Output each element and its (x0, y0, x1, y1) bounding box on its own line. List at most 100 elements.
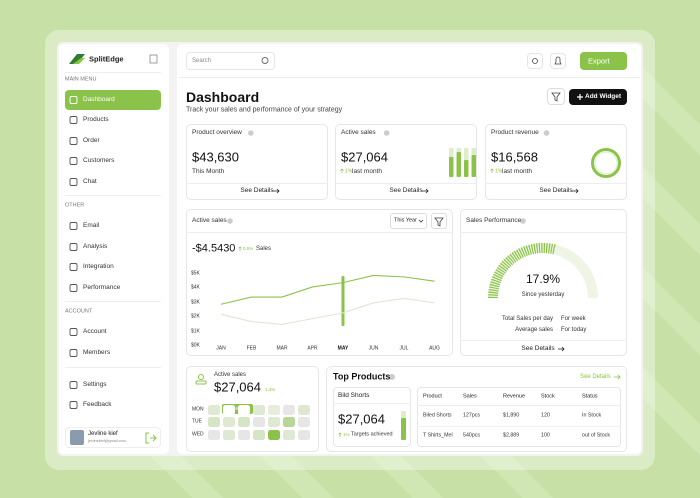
filter-button[interactable] (547, 88, 565, 105)
heatmap-cell (283, 405, 295, 415)
menu-item[interactable]: Integration (83, 262, 114, 270)
y-tick-label: $4K (191, 284, 200, 291)
theme-button[interactable] (527, 53, 543, 69)
avatar (70, 430, 84, 445)
user-card (65, 427, 161, 448)
section-title: OTHER (65, 202, 85, 209)
tooltip-label: Likelihood (227, 405, 248, 411)
day-label: WED (192, 431, 204, 438)
sun-icon (532, 58, 538, 64)
icon (69, 116, 78, 124)
menu-item[interactable]: Email (83, 221, 100, 229)
menu-item[interactable]: Dashboard (83, 95, 115, 103)
see-details-link[interactable]: See Details (240, 186, 274, 194)
series-line (220, 297, 435, 325)
chart-filter-button[interactable] (431, 213, 447, 229)
period-label[interactable]: This Year (394, 217, 417, 224)
see-details-link[interactable]: See Details (389, 186, 423, 194)
menu-item[interactable]: Order (83, 136, 100, 144)
search-box[interactable] (186, 52, 275, 70)
card-change: 1.4% (265, 386, 276, 392)
menu-item[interactable]: Customers (83, 156, 115, 164)
top-products-card (326, 366, 627, 452)
metric-label: Total Sales per day (501, 316, 553, 322)
see-details-link[interactable]: See Details (580, 374, 611, 380)
up-arrow (338, 432, 342, 437)
add-widget-button[interactable] (569, 89, 627, 105)
x-tick-label: AUG (429, 345, 440, 351)
icon (69, 178, 78, 186)
divider (65, 72, 161, 73)
table-cell: 127pcs (463, 412, 481, 419)
menu-item[interactable]: Products (83, 115, 109, 123)
menu-item[interactable]: Account (83, 327, 107, 335)
metric-period: For week (561, 316, 586, 322)
menu-item[interactable]: Settings (83, 380, 107, 388)
heatmap-cell (268, 417, 280, 427)
product-value: $27,064 (338, 411, 385, 427)
menu-item[interactable]: Feedback (83, 400, 112, 408)
card-title: Product revenue (491, 128, 539, 136)
see-details-link[interactable]: See Details (521, 344, 555, 352)
table-cell: Biled Shorts (423, 412, 452, 419)
card-note: last month (502, 167, 532, 175)
target-bar (401, 418, 406, 440)
chart-total-label: Sales (256, 246, 272, 252)
table-cell: In Stock (582, 412, 602, 419)
metric-period: For today (561, 327, 587, 333)
export-label[interactable]: Export (588, 56, 610, 66)
heatmap-cell (283, 417, 295, 427)
heatmap-cell (268, 430, 280, 440)
table-cell: 100 (541, 432, 550, 439)
period-dropdown[interactable] (390, 213, 427, 229)
heatmap-cell (298, 405, 310, 415)
filter-icon (551, 92, 561, 102)
menu-item[interactable]: Performance (83, 283, 121, 291)
search-icon (261, 57, 269, 64)
table-cell: out of Stock (582, 432, 610, 439)
menu-item[interactable]: Chat (83, 177, 97, 185)
y-tick-label: $0K (191, 342, 200, 349)
gauge-value: 17.9% (525, 272, 561, 286)
notification-button[interactable] (550, 53, 566, 69)
export-button[interactable] (580, 52, 627, 70)
divider (417, 405, 621, 406)
icon (69, 157, 78, 165)
user-email: jevlinekief@gmail.com (88, 439, 126, 444)
table-cell: $1,890 (503, 412, 520, 419)
heatmap-cell (298, 430, 310, 440)
heatmap-icon (195, 380, 207, 385)
info-icon (389, 374, 395, 380)
heatmap-cell (223, 405, 235, 415)
icon (69, 137, 78, 145)
x-tick-label: JUL (399, 345, 409, 351)
card-value: $16,568 (491, 149, 538, 165)
arrow-icon (572, 188, 579, 194)
menu-item-active[interactable] (65, 90, 161, 110)
menu-item[interactable]: Analysis (83, 242, 108, 250)
card-value: $27,064 (214, 379, 261, 395)
search-placeholder: Search (192, 58, 212, 64)
user-name: Jevline kief (88, 431, 118, 437)
donut-ring (591, 148, 621, 178)
divider (460, 232, 627, 233)
heatmap-cell (283, 430, 295, 440)
see-details-link[interactable]: See Details (539, 186, 573, 194)
icon (69, 222, 78, 230)
chart-card-header (186, 232, 453, 233)
table-cell: 540pcs (463, 432, 481, 439)
divider (460, 340, 627, 341)
icon (69, 349, 78, 357)
card-title: Active sales (341, 128, 376, 136)
heatmap-tooltip (222, 404, 253, 414)
y-tick-label: $1K (191, 328, 200, 335)
heatmap-cell (298, 417, 310, 427)
mini-bar (464, 160, 469, 177)
menu-item[interactable]: Members (83, 348, 111, 356)
product-change: 1% (343, 431, 350, 437)
x-tick-label: APR (307, 345, 318, 351)
x-tick-label: JAN (216, 345, 226, 351)
add-widget-label[interactable]: Add Widget (585, 92, 622, 100)
